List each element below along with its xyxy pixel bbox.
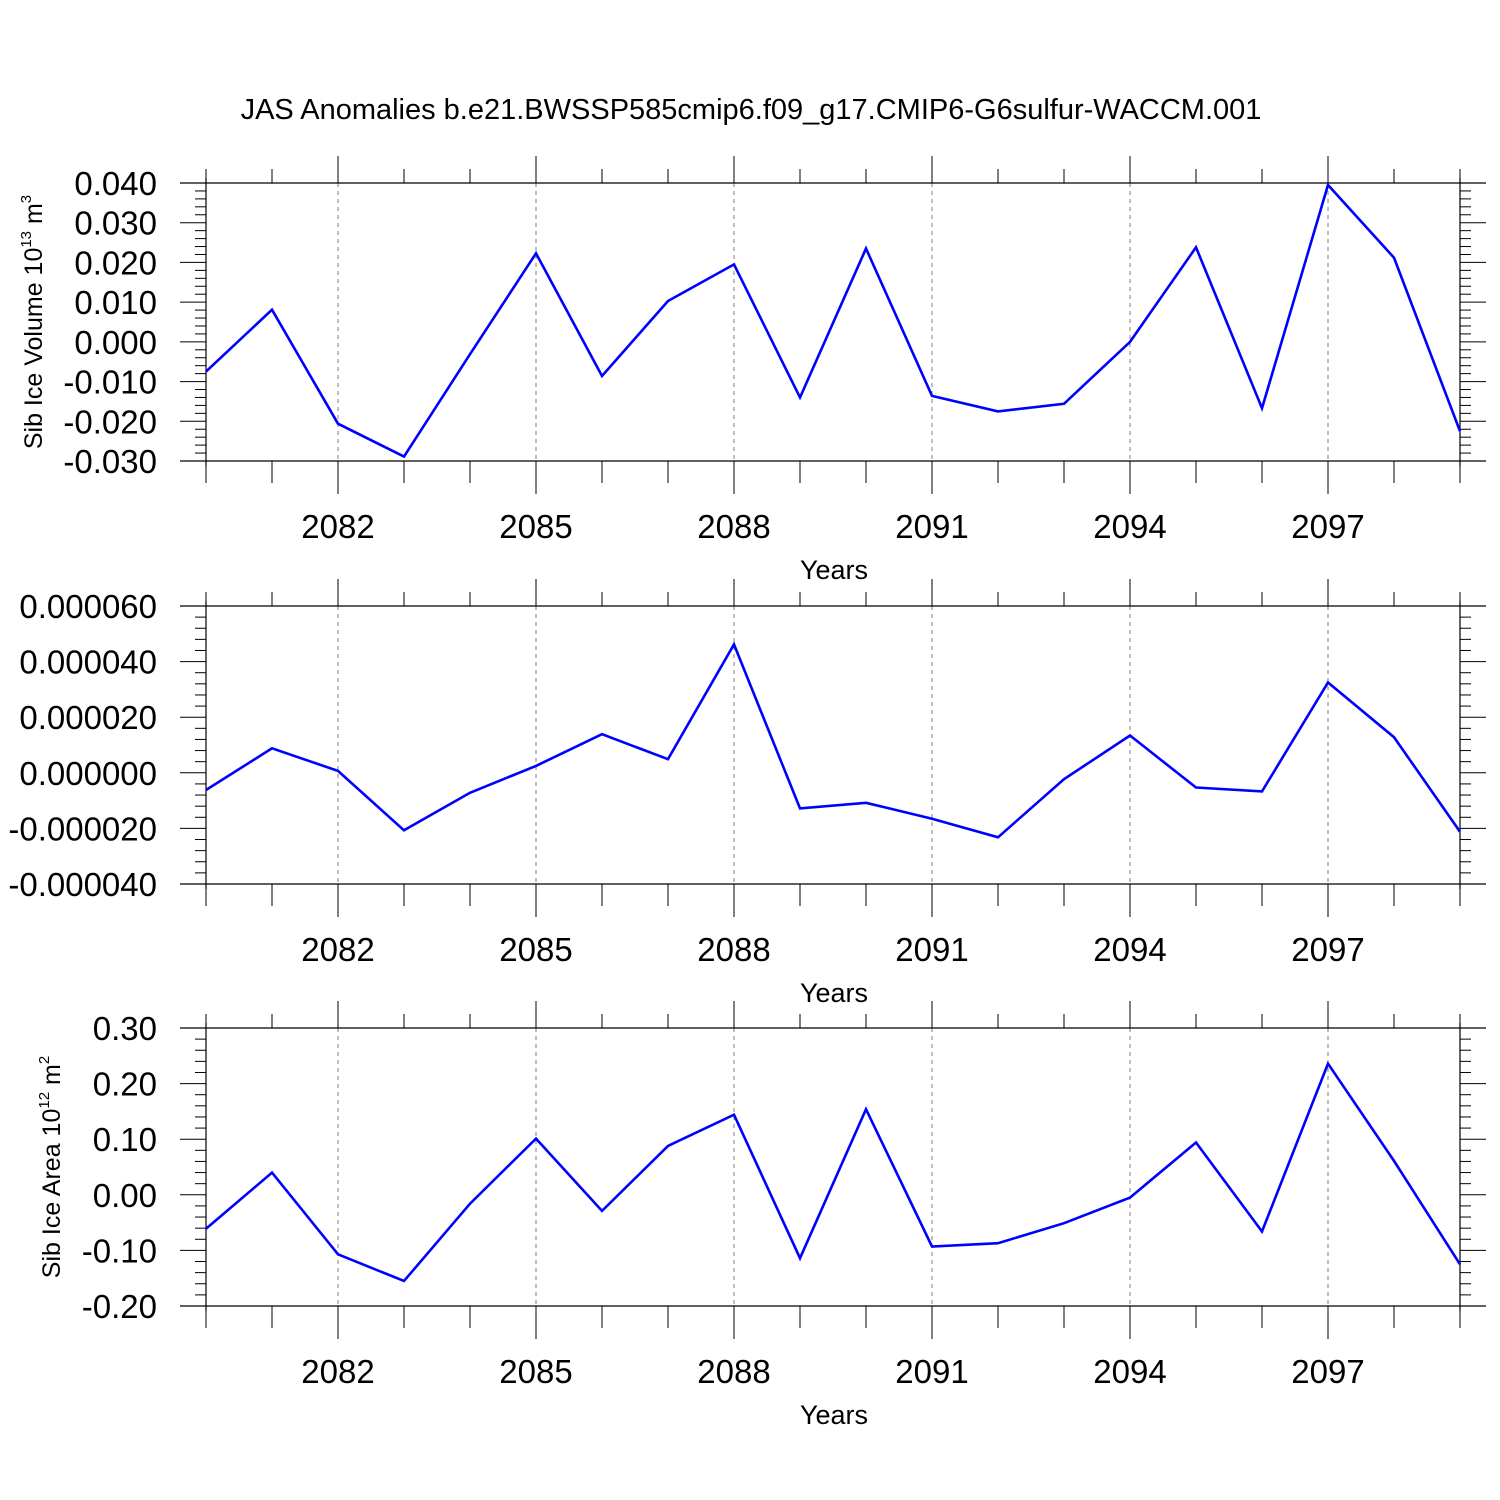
panel-3: -0.20 -0.10 0.00 0.10 0.20 0.30 2082 2085 2088 20… bbox=[36, 1001, 1486, 1430]
y-tick-label: 0.30 bbox=[93, 1010, 157, 1047]
y-tick-label: -0.030 bbox=[63, 443, 157, 480]
y-tick-label: 0.000020 bbox=[19, 699, 157, 736]
x-axis-label: Years bbox=[800, 555, 868, 585]
y-tick-label: 0.000060 bbox=[19, 588, 157, 625]
y-axis-label: Sib Ice Volume 1013 m3 bbox=[18, 195, 48, 449]
y-tick-label: -0.000040 bbox=[8, 866, 157, 903]
y-tick-label: 0.10 bbox=[93, 1121, 157, 1158]
y-tick-label: 0.010 bbox=[74, 284, 157, 321]
x-tick-label: 2097 bbox=[1291, 1353, 1364, 1390]
y-tick-label: 0.040 bbox=[74, 165, 157, 202]
x-tick-label: 2094 bbox=[1093, 1353, 1166, 1390]
x-tick-label: 2094 bbox=[1093, 508, 1166, 545]
y-tick-label: 0.00 bbox=[93, 1177, 157, 1214]
y-tick-label: -0.20 bbox=[82, 1288, 157, 1325]
x-tick-label: 2085 bbox=[499, 931, 572, 968]
y-tick-label: -0.10 bbox=[82, 1232, 157, 1269]
x-tick-label: 2085 bbox=[499, 508, 572, 545]
x-tick-label: 2082 bbox=[301, 931, 374, 968]
y-tick-label: 0.000 bbox=[74, 324, 157, 361]
series-line-1 bbox=[205, 1060, 1462, 1283]
x-axis-label: Years bbox=[800, 1400, 868, 1430]
y-tick-label: -0.020 bbox=[63, 403, 157, 440]
y-axis-label: Sib Ice Area 1012 m2 bbox=[36, 1056, 66, 1278]
panels: -0.030-0.020-0.0100.0000.0100.0200.0300.… bbox=[8, 156, 1486, 1430]
y-tick-label: 0.20 bbox=[93, 1066, 157, 1103]
x-tick-label: 2082 bbox=[301, 508, 374, 545]
y-tick-label: 0.000040 bbox=[19, 644, 157, 681]
series-line-1 bbox=[205, 182, 1462, 459]
x-tick-label: 2085 bbox=[499, 1353, 572, 1390]
x-tick-label: 2097 bbox=[1291, 931, 1364, 968]
x-tick-label: 2091 bbox=[895, 931, 968, 968]
x-axis-label: Years bbox=[800, 978, 868, 1008]
x-tick-label: 2088 bbox=[697, 931, 770, 968]
y-tick-label: 0.000000 bbox=[19, 755, 157, 792]
x-tick-label: 2091 bbox=[895, 1353, 968, 1390]
panel-2: -0.000040 -0.000020 0.000000 0.000020 0.0000… bbox=[8, 579, 1486, 1008]
x-tick-label: 2097 bbox=[1291, 508, 1364, 545]
x-tick-label: 2094 bbox=[1093, 931, 1166, 968]
y-tick-label: -0.000020 bbox=[8, 810, 157, 847]
figure-title: JAS Anomalies b.e21.BWSSP585cmip6.f09_g1… bbox=[241, 94, 1262, 126]
x-tick-label: 2088 bbox=[697, 1353, 770, 1390]
y-tick-label: -0.010 bbox=[63, 364, 157, 401]
x-tick-label: 2091 bbox=[895, 508, 968, 545]
x-tick-label: 2082 bbox=[301, 1353, 374, 1390]
series-line-1 bbox=[205, 641, 1462, 839]
y-tick-label: 0.020 bbox=[74, 244, 157, 281]
y-tick-label: 0.030 bbox=[74, 205, 157, 242]
x-tick-label: 2088 bbox=[697, 508, 770, 545]
panel-1: -0.030-0.020-0.0100.0000.0100.0200.0300.… bbox=[18, 156, 1486, 585]
